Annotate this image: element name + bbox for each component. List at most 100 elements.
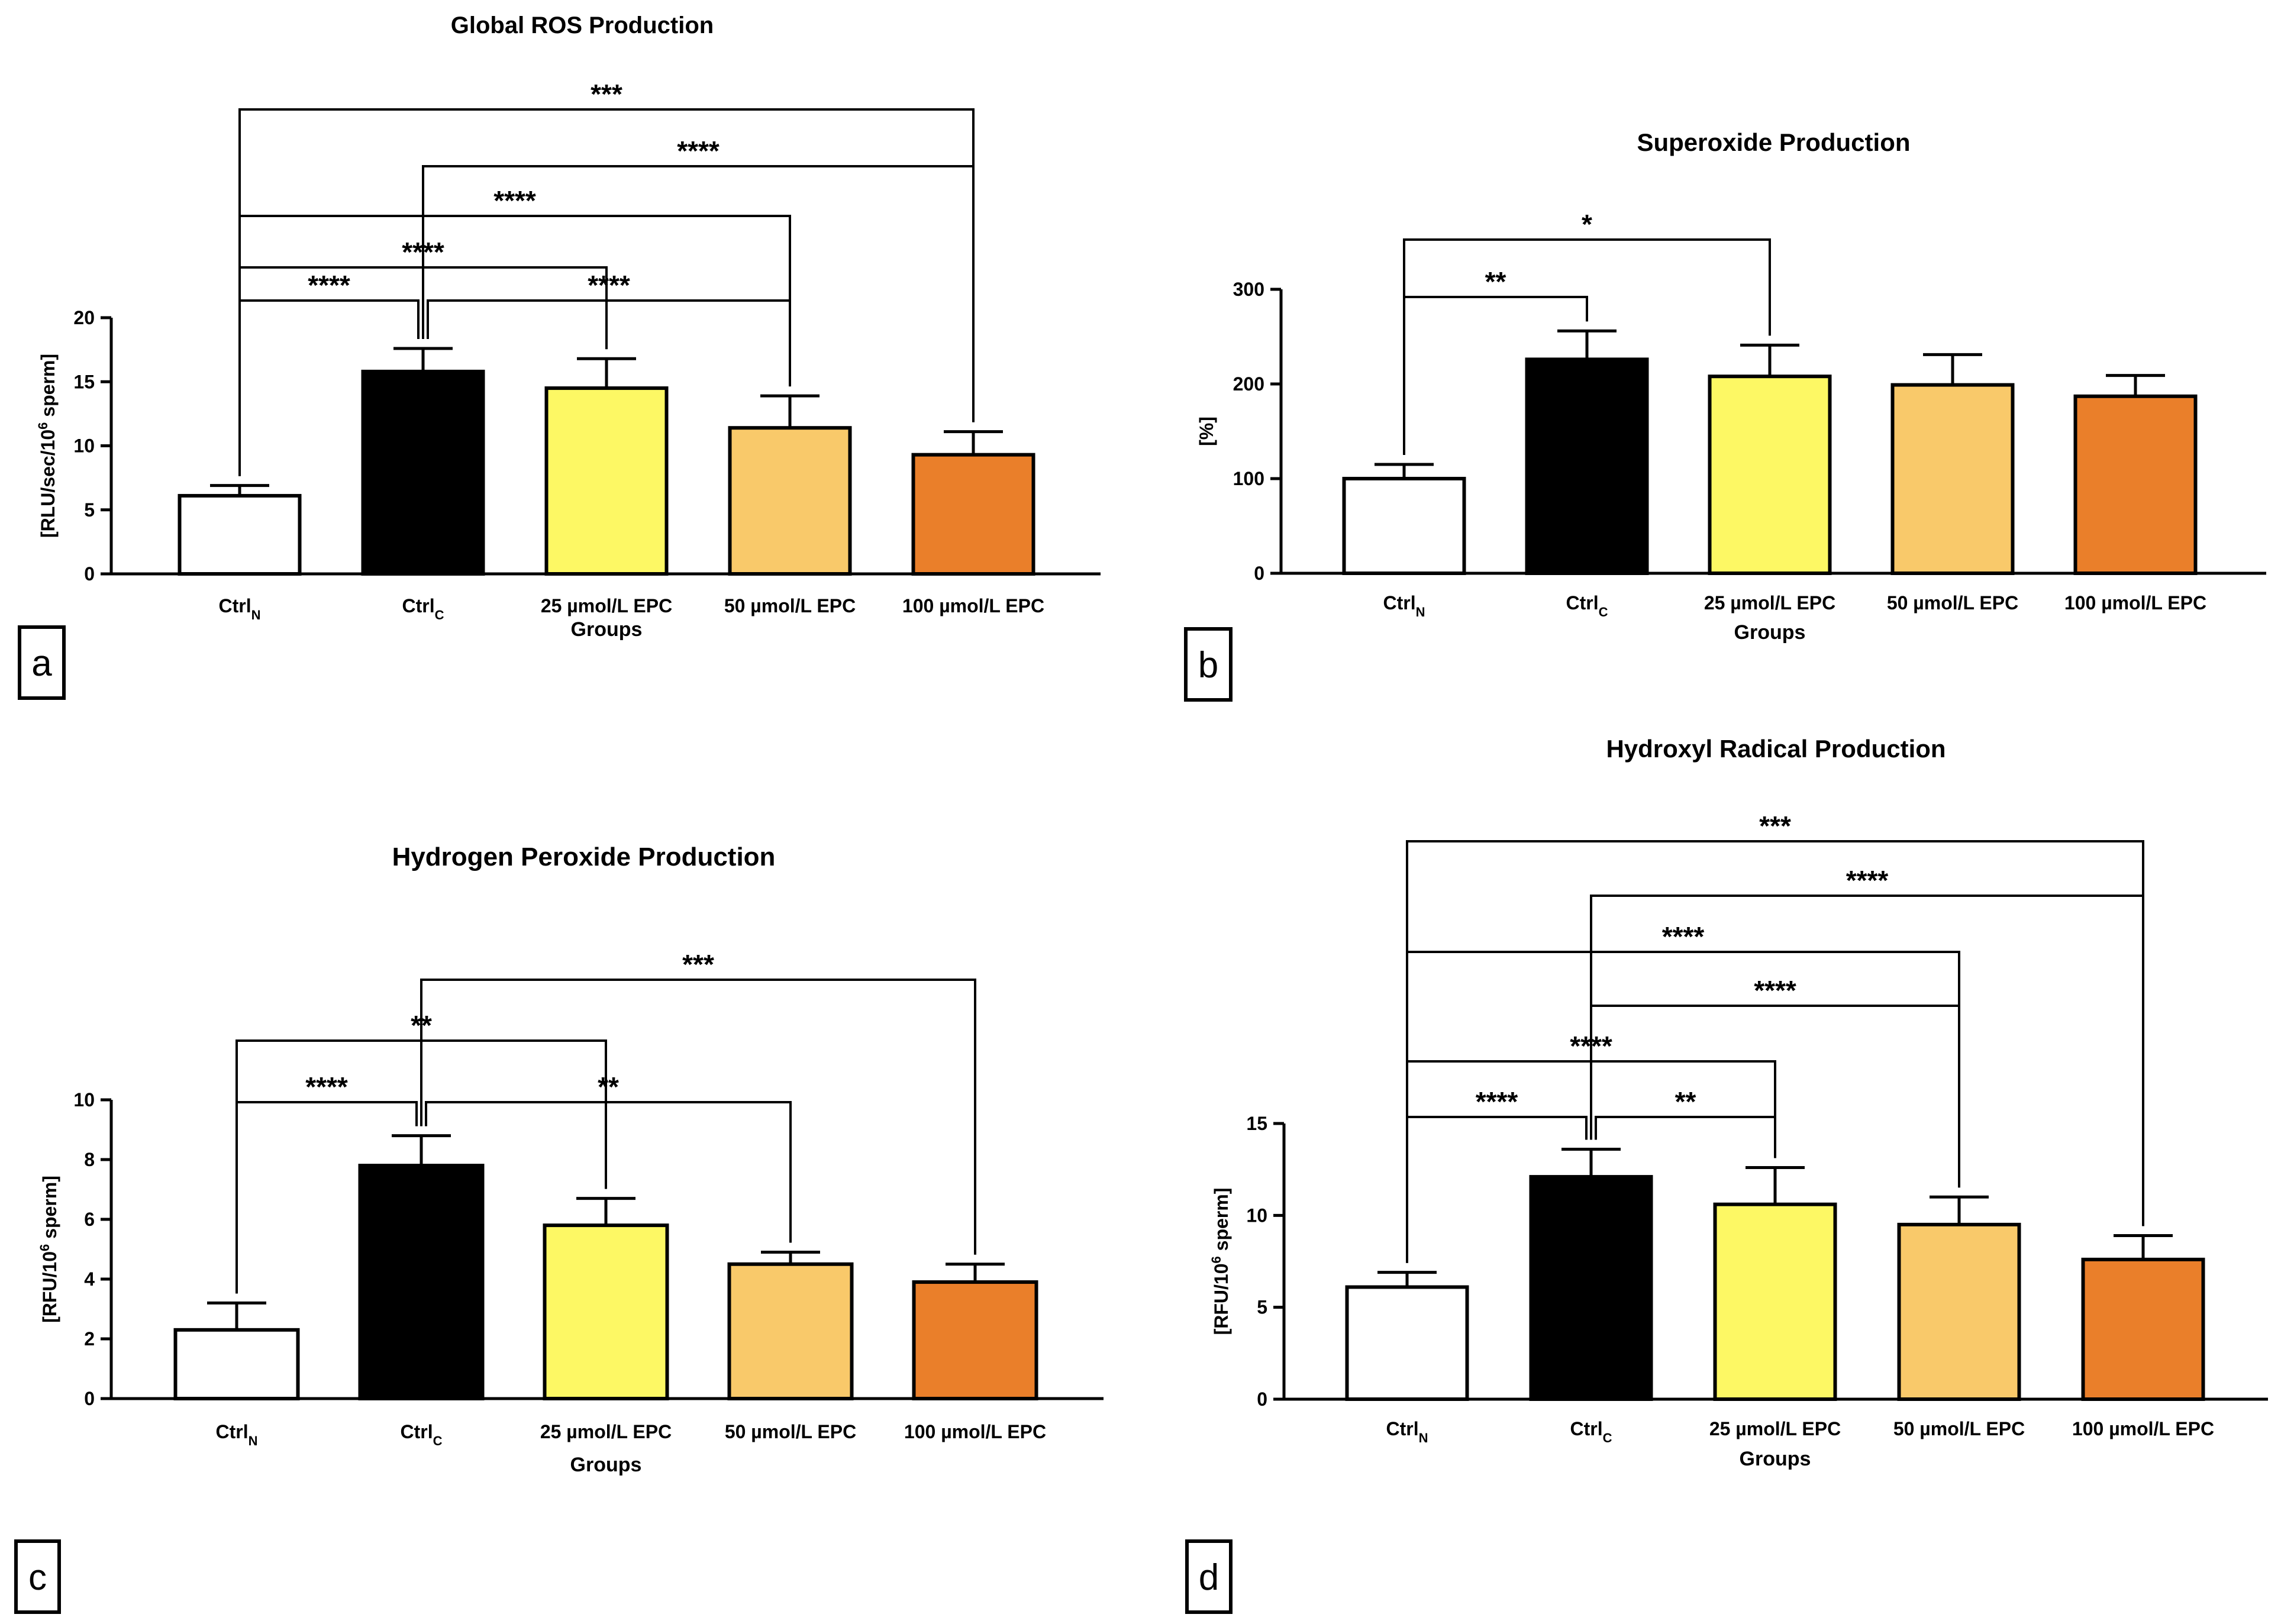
category-label: CtrlC <box>1566 592 1608 619</box>
x-axis-label: Groups <box>1740 1448 1811 1470</box>
significance-label: *** <box>591 79 622 109</box>
category-label: 25 µmol/L EPC <box>540 1421 672 1442</box>
category-label: CtrlN <box>1383 592 1425 619</box>
significance-label: ** <box>1675 1086 1696 1117</box>
y-tick-label: 0 <box>84 563 95 585</box>
significance-bracket <box>1406 840 2144 1263</box>
chart-title: Hydrogen Peroxide Production <box>392 842 776 871</box>
bar-d-2 <box>1713 1202 1837 1402</box>
y-tick-label: 4 <box>84 1268 95 1290</box>
bar-b-3 <box>1890 383 2015 575</box>
chart-title: Hydroxyl Radical Production <box>1606 735 1946 763</box>
y-tick-label: 5 <box>1257 1297 1267 1318</box>
category-label: 25 µmol/L EPC <box>1709 1418 1841 1439</box>
y-tick-label: 15 <box>73 371 95 392</box>
panel-c: Hydrogen Peroxide Production 0 2 4 6 8 10 [RFU/… <box>14 842 1104 1614</box>
significance-label: *** <box>1759 811 1791 841</box>
category-label: CtrlN <box>216 1421 258 1448</box>
panel-letter-box <box>1185 1539 1233 1614</box>
bar-a-4 <box>911 453 1035 576</box>
panel-letter-box <box>1184 627 1233 702</box>
significance-bracket <box>238 108 975 476</box>
y-tick-label: 2 <box>84 1328 95 1349</box>
significance-label: **** <box>1846 865 1889 896</box>
significance-label: **** <box>1754 975 1796 1006</box>
significance-label: **** <box>1476 1086 1518 1117</box>
bar-c-2 <box>543 1223 669 1401</box>
panel-letter-box <box>18 625 66 700</box>
significance-bracket <box>425 1101 792 1243</box>
y-tick-label: 20 <box>73 307 95 328</box>
y-tick-label: 10 <box>73 435 95 457</box>
category-label: 100 µmol/L EPC <box>902 595 1044 616</box>
category-label: CtrlN <box>219 595 261 622</box>
significance-label: ** <box>1485 266 1506 297</box>
category-label: 50 µmol/L EPC <box>1893 1418 2025 1439</box>
bar-d-0 <box>1345 1285 1469 1402</box>
y-tick-label: 200 <box>1233 373 1264 395</box>
significance-bracket <box>238 215 791 476</box>
bar-b-4 <box>2073 394 2198 575</box>
category-label: 25 µmol/L EPC <box>541 595 672 616</box>
y-tick-label: 0 <box>84 1388 95 1409</box>
x-axis-label: Groups <box>570 1454 642 1476</box>
chart-title: Superoxide Production <box>1637 128 1910 156</box>
bar-a-0 <box>178 493 302 576</box>
y-tick-label: 300 <box>1233 279 1264 300</box>
y-tick-label: 6 <box>84 1209 95 1230</box>
category-label: 100 µmol/L EPC <box>2064 592 2206 614</box>
y-tick-label: 5 <box>84 499 95 521</box>
x-axis-label: Groups <box>571 618 643 641</box>
panel-a: Global ROS Production 0 5 10 15 20 [RLU/sec/10… <box>18 12 1101 700</box>
significance-bracket <box>1403 238 1771 455</box>
significance-label: **** <box>588 270 630 301</box>
y-tick-label: 0 <box>1257 1389 1267 1410</box>
panel-letter: c <box>28 1557 47 1598</box>
category-label: 100 µmol/L EPC <box>904 1421 1046 1442</box>
panel-letter-box <box>14 1539 61 1614</box>
bar-d-3 <box>1897 1222 2021 1402</box>
y-axis-label: [RFU/106 sperm] <box>37 1176 60 1323</box>
y-tick-label: 10 <box>1246 1205 1267 1226</box>
category-label: CtrlC <box>401 1421 443 1448</box>
category-label: 25 µmol/L EPC <box>1704 592 1835 614</box>
bar-c-1 <box>358 1164 485 1400</box>
category-label: CtrlN <box>1386 1418 1428 1445</box>
panel-letter: a <box>31 643 52 684</box>
category-label: 50 µmol/L EPC <box>724 595 856 616</box>
bar-d-1 <box>1529 1175 1653 1402</box>
bar-c-3 <box>727 1262 854 1400</box>
y-tick-label: 15 <box>1246 1113 1267 1134</box>
significance-label: **** <box>1662 921 1705 952</box>
significance-label: **** <box>308 270 350 301</box>
panel-b: Superoxide Production 0 100 200 300 [%] CtrlN C… <box>1184 128 2266 702</box>
significance-label: *** <box>682 949 714 980</box>
significance-label: * <box>1582 209 1592 240</box>
category-label: CtrlC <box>1570 1418 1612 1445</box>
y-axis-label: [RLU/sec/106 sperm] <box>36 354 59 538</box>
bar-a-3 <box>728 426 852 576</box>
bar-b-0 <box>1342 477 1466 575</box>
bar-c-4 <box>912 1280 1038 1401</box>
x-axis-label: Groups <box>1734 621 1806 644</box>
significance-label: **** <box>493 185 536 216</box>
significance-bracket <box>420 979 976 1255</box>
y-tick-label: 8 <box>84 1149 95 1170</box>
panel-d: Hydroxyl Radical Production 0 5 10 15 [RFU/10… <box>1185 735 2268 1614</box>
category-label: 100 µmol/L EPC <box>2072 1418 2214 1439</box>
y-axis-label: [%] <box>1196 417 1217 446</box>
category-label: CtrlC <box>402 595 444 622</box>
bar-a-1 <box>361 369 485 576</box>
bar-c-0 <box>173 1328 300 1401</box>
bar-a-2 <box>544 386 669 576</box>
bar-b-1 <box>1525 357 1649 576</box>
panel-letter: d <box>1199 1557 1219 1598</box>
significance-label: **** <box>677 135 720 166</box>
significance-label: **** <box>305 1071 348 1102</box>
y-tick-label: 0 <box>1254 563 1264 584</box>
panel-letter: b <box>1198 645 1218 686</box>
category-label: 50 µmol/L EPC <box>1887 592 2018 614</box>
y-tick-label: 10 <box>73 1089 95 1110</box>
significance-bracket <box>1595 1116 1776 1158</box>
